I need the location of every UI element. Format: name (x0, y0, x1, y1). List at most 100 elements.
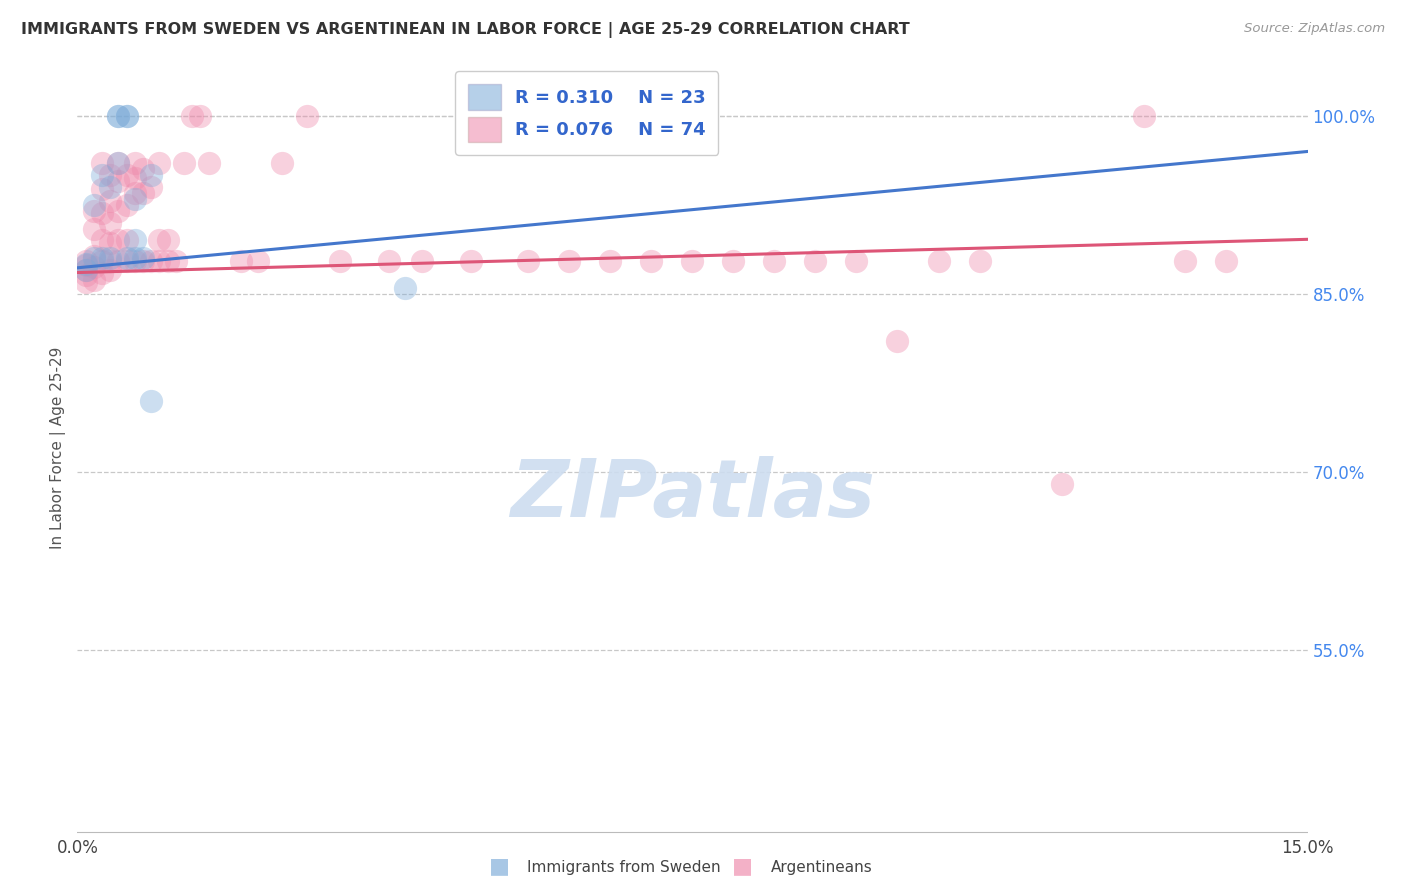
Point (886, 334, 908, 349)
Point (124, 192, 146, 206)
Point (173, 156, 195, 170)
Point (969, 253, 991, 268)
Text: ■: ■ (733, 856, 752, 876)
Point (517, 253, 540, 268)
Point (75, 259, 97, 273)
Point (75, 263, 97, 277)
Point (90, 252, 114, 266)
Text: IMMIGRANTS FROM SWEDEN VS ARGENTINEAN IN LABOR FORCE | AGE 25-29 CORRELATION CHA: IMMIGRANTS FROM SWEDEN VS ARGENTINEAN IN… (21, 22, 910, 38)
Point (107, 174, 129, 188)
Point (98, 253, 121, 268)
Point (115, 252, 138, 266)
Point (156, 253, 179, 268)
Point (90, 156, 114, 170)
Text: Source: ZipAtlas.com: Source: ZipAtlas.com (1244, 22, 1385, 36)
Point (107, 253, 129, 268)
Point (107, 109, 129, 123)
Point (804, 253, 827, 268)
Point (329, 253, 352, 268)
Point (141, 180, 163, 194)
Point (124, 186, 146, 200)
Point (394, 281, 416, 295)
Point (763, 253, 786, 268)
Point (115, 234, 138, 248)
Point (75, 257, 97, 271)
Point (1215, 253, 1237, 268)
Point (90, 253, 114, 268)
Legend: R = 0.310    N = 23, R = 0.076    N = 74: R = 0.310 N = 23, R = 0.076 N = 74 (456, 71, 718, 155)
Point (460, 253, 482, 268)
Point (75, 263, 97, 277)
Point (132, 252, 155, 266)
Point (83, 203, 105, 218)
Point (271, 156, 294, 170)
Point (75, 275, 97, 289)
Point (682, 109, 704, 123)
Point (90, 182, 114, 196)
Text: Argentineans: Argentineans (770, 861, 872, 875)
Point (83, 273, 105, 287)
Point (599, 109, 621, 123)
Point (83, 221, 105, 235)
Point (378, 253, 401, 268)
Point (90, 206, 114, 220)
Point (1050, 476, 1073, 491)
Point (98, 252, 121, 266)
Point (599, 253, 621, 268)
Text: ■: ■ (489, 856, 509, 876)
Point (124, 252, 146, 266)
Point (188, 109, 212, 123)
Point (98, 180, 121, 194)
Point (640, 253, 662, 268)
Point (682, 253, 704, 268)
Point (124, 156, 146, 170)
Point (115, 198, 138, 212)
Point (411, 253, 433, 268)
Point (141, 168, 163, 182)
Point (83, 249, 105, 263)
Point (75, 268, 97, 282)
Point (148, 253, 170, 268)
Point (132, 253, 155, 268)
Point (132, 186, 155, 200)
Point (98, 168, 121, 182)
Point (90, 266, 114, 280)
Point (165, 253, 187, 268)
Point (1174, 253, 1197, 268)
Y-axis label: In Labor Force | Age 25-29: In Labor Force | Age 25-29 (51, 347, 66, 549)
Point (148, 156, 170, 170)
Text: ZIPatlas: ZIPatlas (510, 456, 875, 533)
Point (83, 252, 105, 266)
Point (148, 234, 170, 248)
Point (246, 253, 269, 268)
Point (295, 109, 318, 123)
Point (141, 393, 163, 408)
Point (928, 253, 950, 268)
Point (124, 234, 146, 248)
Point (107, 203, 129, 218)
Point (107, 109, 129, 123)
Point (115, 109, 138, 123)
Point (558, 253, 581, 268)
Point (181, 109, 204, 123)
Point (845, 253, 868, 268)
Point (107, 234, 129, 248)
Point (141, 253, 163, 268)
Point (98, 263, 121, 277)
Point (115, 253, 138, 268)
Point (156, 234, 179, 248)
Point (124, 170, 146, 185)
Point (231, 253, 253, 268)
Point (107, 156, 129, 170)
Point (90, 168, 114, 182)
Point (197, 156, 219, 170)
Point (98, 235, 121, 250)
Text: Immigrants from Sweden: Immigrants from Sweden (527, 861, 721, 875)
Point (98, 194, 121, 209)
Point (132, 162, 155, 177)
Point (1132, 109, 1154, 123)
Point (90, 234, 114, 248)
Point (124, 253, 146, 268)
Point (98, 216, 121, 230)
Point (83, 260, 105, 274)
